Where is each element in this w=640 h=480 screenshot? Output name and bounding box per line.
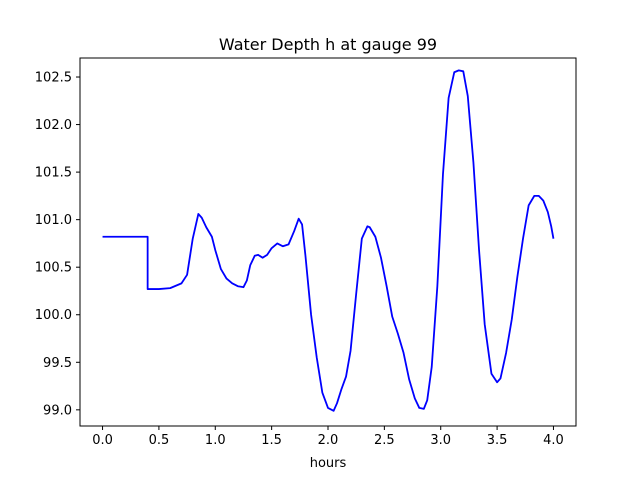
x-tick-label: 2.5 [374, 433, 395, 448]
y-axis-ticks: 99.0 99.5 100.0 100.5 101.0 101.5 102.0 102.5 [35, 71, 80, 418]
x-axis-ticks: 0.0 0.5 1.0 1.5 2.0 2.5 3.0 3.5 4.0 [92, 426, 564, 448]
y-tick-label: 99.0 [43, 403, 72, 418]
y-tick-label: 100.0 [35, 308, 72, 323]
x-tick-label: 3.0 [430, 433, 451, 448]
x-axis-label: hours [310, 456, 347, 471]
y-tick-label: 100.5 [35, 261, 72, 276]
y-tick-label: 102.5 [35, 71, 72, 86]
x-tick-label: 3.5 [487, 433, 508, 448]
x-tick-label: 1.5 [261, 433, 282, 448]
x-tick-label: 2.0 [318, 433, 339, 448]
x-tick-label: 4.0 [543, 433, 564, 448]
x-tick-label: 0.5 [149, 433, 170, 448]
x-tick-label: 1.0 [205, 433, 226, 448]
y-tick-label: 102.0 [35, 118, 72, 133]
y-tick-label: 101.5 [35, 166, 72, 181]
x-tick-label: 0.0 [92, 433, 113, 448]
series-line [102, 69, 555, 412]
y-tick-label: 99.5 [43, 356, 72, 371]
y-tick-label: 101.0 [35, 213, 72, 228]
chart-title: Water Depth h at gauge 99 [219, 35, 437, 54]
